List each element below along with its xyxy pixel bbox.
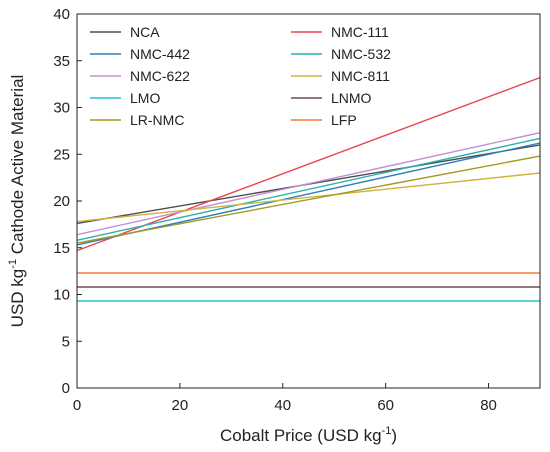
series-line-nmc-532 xyxy=(76,137,541,241)
legend: NCA NMC-111 NMC-442 NMC-532 NMC-622 NMC-811 LM… xyxy=(90,24,391,128)
y-axis-title-main: USD kg xyxy=(8,269,27,328)
y-tick-label: 10 xyxy=(53,287,70,304)
x-tick-label: 60 xyxy=(377,397,394,414)
series-layer xyxy=(76,76,541,302)
legend-label-nca: NCA xyxy=(130,24,160,40)
y-axis-title-superscript: -1 xyxy=(7,259,19,269)
x-axis-title: Cobalt Price (USD kg-1) xyxy=(220,425,397,445)
x-axis-title-main: Cobalt Price (USD kg xyxy=(220,426,382,445)
legend-label-lnmo: LNMO xyxy=(331,90,372,106)
y-tick-label: 15 xyxy=(53,240,70,257)
legend-label-lr-nmc: LR-NMC xyxy=(130,112,184,128)
series-line-nmc-111 xyxy=(76,76,541,252)
y-axis-title: USD kg-1 Cathode Active Material xyxy=(7,75,27,328)
y-axis-title-end: Cathode Active Material xyxy=(8,75,27,259)
legend-label-nmc-111: NMC-111 xyxy=(331,24,389,40)
x-axis-title-end: ) xyxy=(391,426,397,445)
x-tick-label: 80 xyxy=(480,397,497,414)
series-line-nmc-622 xyxy=(76,132,541,236)
x-tick-label: 0 xyxy=(73,397,81,414)
legend-label-lfp: LFP xyxy=(331,112,357,128)
series-line-nmc-811 xyxy=(76,172,541,223)
legend-label-nmc-442: NMC-442 xyxy=(130,46,190,62)
ticks-layer: 0 20 40 60 80 0 5 10 15 20 25 30 35 40 xyxy=(53,6,497,414)
y-tick-label: 35 xyxy=(53,53,70,70)
y-tick-label: 5 xyxy=(62,333,70,350)
y-tick-label: 30 xyxy=(53,100,70,117)
x-tick-label: 20 xyxy=(172,397,189,414)
y-tick-label: 20 xyxy=(53,193,70,210)
y-tick-label: 40 xyxy=(53,6,70,23)
x-axis-title-superscript: -1 xyxy=(382,425,392,437)
legend-label-lmo: LMO xyxy=(130,90,160,106)
y-tick-label: 0 xyxy=(62,380,70,397)
legend-label-nmc-532: NMC-532 xyxy=(331,46,391,62)
x-tick-label: 40 xyxy=(274,397,291,414)
legend-label-nmc-811: NMC-811 xyxy=(331,68,390,84)
legend-label-nmc-622: NMC-622 xyxy=(130,68,190,84)
series-line-lr-nmc xyxy=(76,155,541,244)
y-tick-label: 25 xyxy=(53,146,70,163)
